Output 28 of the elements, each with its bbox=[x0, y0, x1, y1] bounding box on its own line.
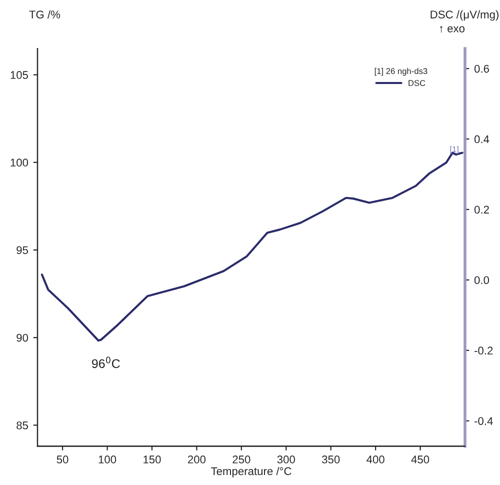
y-axis-title: TG /% bbox=[29, 10, 60, 18]
x-tick-label: 100 bbox=[98, 456, 116, 464]
x-tick-label: 150 bbox=[144, 456, 161, 464]
x-tick-label: 50 bbox=[56, 456, 68, 464]
y-tick-label: 105 bbox=[10, 71, 28, 79]
y-tick-label: 90 bbox=[16, 334, 28, 342]
x-axis-title: Temperature /°C bbox=[210, 466, 292, 478]
y2-tick-label: 0.6 bbox=[474, 64, 489, 73]
legend-label: DSC bbox=[408, 80, 426, 86]
y2-tick-label: 0.4 bbox=[474, 135, 490, 144]
x-tick-label: 350 bbox=[322, 456, 340, 464]
text: ↑ exo bbox=[440, 26, 465, 33]
legend-title: [1] 26 ngh-ds3 bbox=[374, 68, 428, 76]
annotation: 96$^{0}$C bbox=[92, 356, 120, 368]
y2-axis-title: DSC /(μV/mg) bbox=[430, 10, 499, 21]
y2-tick-label: -0.4 bbox=[474, 417, 493, 425]
annotation: [1] bbox=[450, 146, 458, 154]
x-tick-label: 400 bbox=[366, 456, 384, 464]
y-tick-label: 100 bbox=[10, 158, 28, 167]
y-tick-label: 95 bbox=[16, 246, 28, 254]
y2-tick-label: 0.2 bbox=[474, 206, 489, 214]
x-tick-label: 250 bbox=[232, 456, 250, 464]
x-tick-label: 200 bbox=[188, 456, 206, 464]
x-tick-label: 300 bbox=[277, 456, 295, 464]
y-tick-label: 85 bbox=[16, 421, 28, 430]
y2-tick-label: -0.2 bbox=[474, 346, 493, 355]
x-tick-label: 450 bbox=[411, 456, 430, 464]
y2-tick-label: 0.0 bbox=[474, 276, 490, 284]
